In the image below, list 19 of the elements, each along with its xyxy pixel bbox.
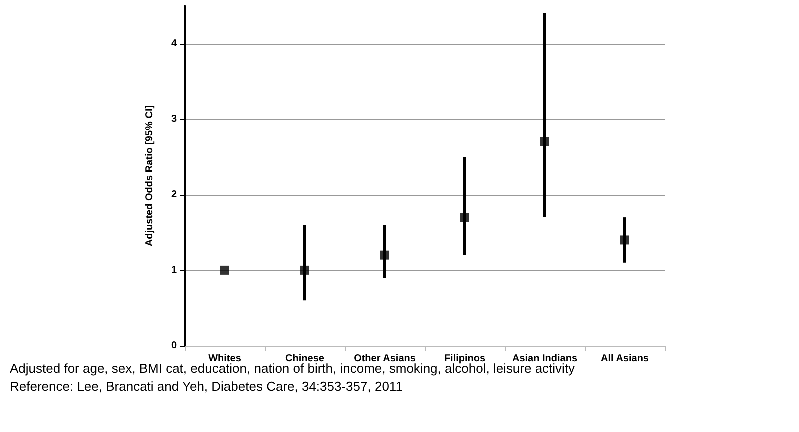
y-tick-label: 4 [171,38,178,50]
y-tick-label: 1 [171,264,178,276]
x-tick-label: Chinese [286,354,325,364]
point [620,236,630,245]
x-tick-label: All Asians [601,354,650,364]
point [380,250,390,260]
y-axis-title: Adjusted Odds Ratio [95% CI] [144,105,156,247]
x-tick-label: Filipinos [444,354,486,364]
point [300,266,310,275]
y-tick-label: 2 [171,189,178,200]
y-tick-label: 0 [171,340,178,352]
x-tick-label: Whites [208,354,242,364]
point [460,213,470,222]
y-tick-label: 3 [171,114,178,125]
x-tick-label: Other Asians [354,354,416,364]
x-tick-label: Asian Indians [512,354,578,364]
text: Reference: Lee, Brancati and Yeh, Diabetes Care, 34:353-357, 2011 [10,379,403,394]
point [540,138,550,146]
point [220,266,230,275]
